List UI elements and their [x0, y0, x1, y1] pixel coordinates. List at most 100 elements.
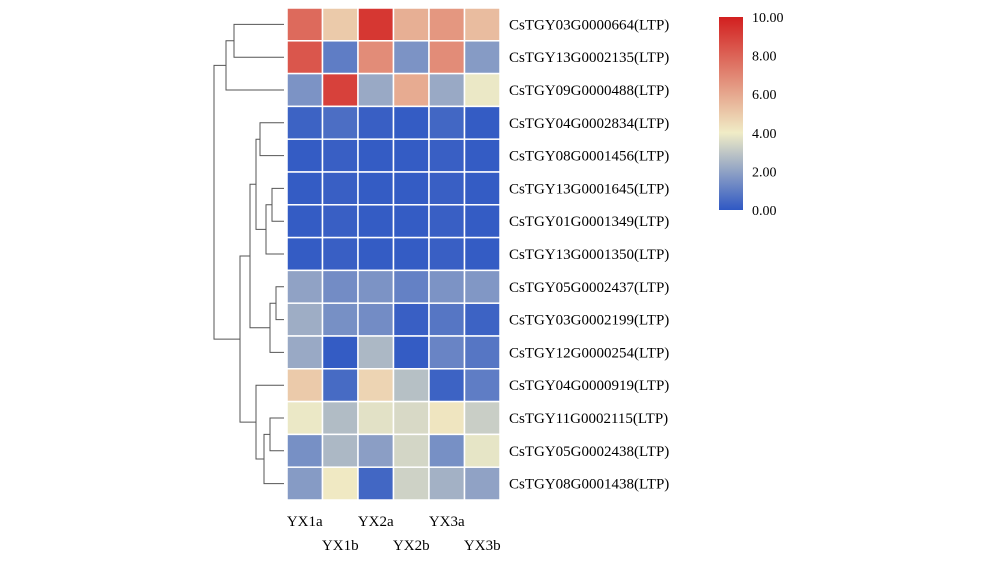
- dendrogram-branch: [249, 183, 270, 329]
- heatmap-cell: [392, 72, 430, 108]
- dendrogram-branch: [259, 122, 284, 157]
- column-label: YX3b: [464, 538, 501, 554]
- color-scale-tick: 4.00: [752, 127, 777, 142]
- dendrogram-branch: [263, 433, 284, 485]
- heatmap-cell: [286, 138, 324, 173]
- heatmap-cell: [392, 466, 430, 501]
- color-scale-tick: 0.00: [752, 204, 777, 219]
- heatmap-cell: [463, 335, 501, 370]
- color-scale-tick: 2.00: [752, 165, 777, 180]
- heatmap-cell: [463, 236, 501, 272]
- heatmap-cell: [357, 269, 395, 304]
- heatmap-cell: [321, 302, 359, 337]
- heatmap-cell: [428, 40, 466, 75]
- heatmap-cell: [357, 138, 395, 173]
- heatmap-cell: [286, 72, 324, 108]
- heatmap-cell: [428, 105, 466, 140]
- row-label: CsTGY08G0001456(LTP): [509, 149, 669, 165]
- color-scale-legend: 10.00 8.00 6.00 4.00 2.00 0.00: [719, 11, 784, 219]
- heatmap-cell: [321, 138, 359, 173]
- heatmap-cell: [428, 138, 466, 173]
- heatmap-cell: [357, 368, 395, 403]
- dendrogram-branch: [255, 138, 266, 230]
- heatmap-cell: [286, 368, 324, 403]
- heatmap-cell: [392, 269, 430, 304]
- heatmap-cell: [428, 269, 466, 304]
- heatmap-cell: [286, 466, 324, 501]
- heatmap-cell: [357, 466, 395, 501]
- heatmap-cell: [357, 204, 395, 239]
- heatmap-cell: [321, 368, 359, 403]
- heatmap-cell: [321, 171, 359, 206]
- heatmap-cell: [392, 40, 430, 75]
- row-label: CsTGY13G0001645(LTP): [509, 181, 669, 197]
- heatmap-cell: [392, 171, 430, 206]
- dendrogram-branch: [265, 204, 284, 255]
- column-label: YX1b: [322, 538, 359, 554]
- row-labels: CsTGY03G0000664(LTP) CsTGY13G0002135(LTP)…: [509, 17, 669, 492]
- row-label: CsTGY04G0002834(LTP): [509, 116, 669, 132]
- heatmap-cell: [321, 7, 359, 42]
- heatmap-cell: [463, 7, 501, 42]
- heatmap-cell: [357, 7, 395, 42]
- row-label: CsTGY13G0001350(LTP): [509, 247, 669, 263]
- heatmap-cell: [286, 400, 324, 436]
- heatmap-cell: [286, 433, 324, 468]
- heatmap-cell: [463, 269, 501, 304]
- color-scale-tick: 10.00: [752, 11, 784, 26]
- heatmap-cell: [463, 433, 501, 468]
- dendrogram-branch: [213, 64, 240, 340]
- heatmap-cell: [321, 204, 359, 239]
- heatmap-cell: [428, 466, 466, 501]
- heatmap-cell: [463, 368, 501, 403]
- heatmap-cell: [357, 335, 395, 370]
- heatmap-cell: [428, 335, 466, 370]
- heatmap-cell: [428, 433, 466, 468]
- heatmap-cell: [357, 400, 395, 436]
- row-label: CsTGY03G0000664(LTP): [509, 17, 669, 33]
- heatmap-cell: [392, 204, 430, 239]
- heatmap-cell: [286, 269, 324, 304]
- color-scale-tick: 8.00: [752, 50, 777, 65]
- color-scale-bar: [719, 17, 743, 210]
- heatmap-cell: [392, 302, 430, 337]
- heatmap-cell: [428, 236, 466, 272]
- column-label: YX2b: [393, 538, 430, 554]
- heatmap-cell: [321, 335, 359, 370]
- heatmap-cell: [321, 466, 359, 501]
- row-label: CsTGY01G0001349(LTP): [509, 214, 669, 230]
- heatmap-cell: [286, 236, 324, 272]
- heatmap-cell: [463, 105, 501, 140]
- heatmap-cell: [463, 302, 501, 337]
- heatmap-cell: [321, 40, 359, 75]
- dendrogram-branch: [233, 23, 284, 58]
- heatmap-cell: [357, 105, 395, 140]
- heatmap-cell: [286, 171, 324, 206]
- heatmap-cell: [428, 7, 466, 42]
- heatmap-cell: [286, 105, 324, 140]
- heatmap-cell: [428, 368, 466, 403]
- heatmap-cell: [392, 400, 430, 436]
- heatmap-cell: [286, 7, 324, 42]
- heatmap-cell: [463, 138, 501, 173]
- heatmap-cell: [392, 433, 430, 468]
- dendrogram-branch: [225, 40, 284, 91]
- heatmap-cell: [286, 335, 324, 370]
- heatmap-cells: [286, 7, 501, 501]
- row-label: CsTGY11G0002115(LTP): [509, 411, 668, 427]
- heatmap-cell: [392, 7, 430, 42]
- heatmap-cell: [392, 236, 430, 272]
- heatmap-cell: [428, 171, 466, 206]
- heatmap-cell: [357, 171, 395, 206]
- row-label: CsTGY13G0002135(LTP): [509, 50, 669, 66]
- heatmap-cell: [357, 433, 395, 468]
- heatmap-cell: [428, 72, 466, 108]
- heatmap-cell: [463, 40, 501, 75]
- heatmap-cell: [428, 400, 466, 436]
- heatmap-cell: [392, 368, 430, 403]
- heatmap-cell: [428, 302, 466, 337]
- heatmap-cell: [286, 40, 324, 75]
- row-label: CsTGY03G0002199(LTP): [509, 313, 669, 329]
- heatmap-cell: [392, 335, 430, 370]
